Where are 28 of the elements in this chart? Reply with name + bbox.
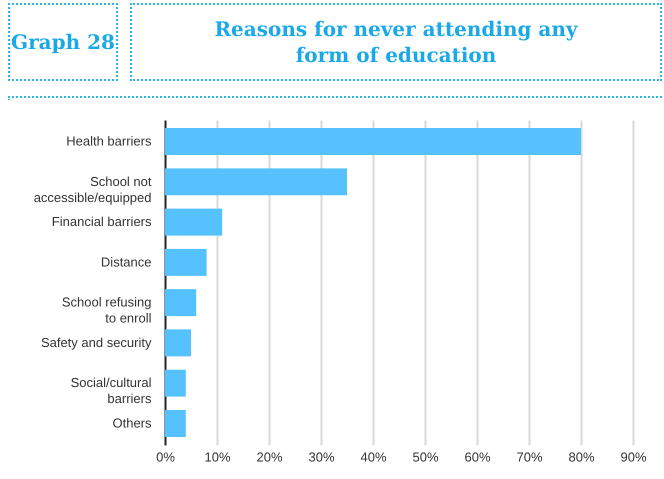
caption: Graph 28 xyxy=(8,3,118,81)
x-tick-label: 50% xyxy=(412,450,439,464)
x-tick-label: 70% xyxy=(516,450,543,464)
y-tick-label: Others xyxy=(112,415,152,430)
y-tick-label: Health barriers xyxy=(66,134,152,149)
chart-title: Reasons for never attending any form of education xyxy=(213,16,579,68)
bar xyxy=(165,410,186,437)
y-tick-label: Social/cultural barriers xyxy=(70,375,152,406)
x-tick-label: 30% xyxy=(308,450,335,464)
x-tick-label: 40% xyxy=(360,450,387,464)
y-tick-label: Financial barriers xyxy=(52,214,152,230)
bar xyxy=(165,370,186,397)
bar xyxy=(165,168,347,196)
bar xyxy=(165,289,196,316)
y-tick-label: School refusing to enroll xyxy=(62,294,152,326)
y-tick-label: Distance xyxy=(100,254,152,270)
x-tick-label: 60% xyxy=(464,450,491,464)
bar xyxy=(165,248,207,276)
x-tick-label: 90% xyxy=(620,450,647,464)
bar xyxy=(165,208,222,236)
x-tick-label: 20% xyxy=(256,450,283,464)
y-tick-label: School not accessible/equipped xyxy=(34,174,152,205)
bar xyxy=(165,128,581,156)
bar xyxy=(165,329,191,356)
x-tick-label: 0% xyxy=(156,450,176,464)
y-tick-label: Safety and security xyxy=(40,334,152,350)
x-tick-label: 10% xyxy=(204,450,231,464)
x-tick-label: 80% xyxy=(568,450,595,464)
